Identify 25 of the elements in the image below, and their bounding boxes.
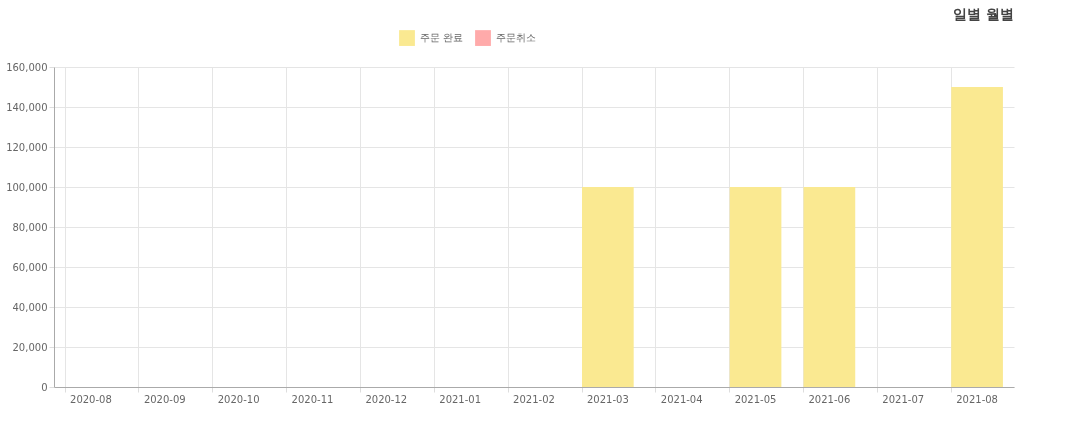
y-tick-label: 40,000 [12, 301, 48, 313]
y-tick-label: 80,000 [12, 221, 48, 233]
x-tick-label: 2021-07 [882, 393, 925, 405]
x-tick-label: 2021-02 [513, 393, 555, 405]
x-tick-label: 2021-04 [660, 393, 703, 405]
x-tick-label: 2021-03 [586, 393, 629, 405]
text: 일별 월별 [953, 6, 1014, 22]
x-tick-label: 2021-01 [439, 393, 482, 405]
legend-label: 주문취소 [496, 32, 536, 44]
x-tick-label: 2021-05 [734, 393, 777, 405]
x-tick-label: 2020-11 [291, 393, 334, 405]
x-tick-label: 2021-06 [808, 393, 851, 405]
legend-label: 주문 완료 [420, 32, 464, 44]
y-tick-label: 140,000 [6, 101, 48, 113]
y-tick-label: 60,000 [12, 261, 48, 273]
x-tick-label: 2020-09 [143, 393, 186, 405]
y-tick-label: 0 [41, 381, 48, 393]
y-tick-label: 160,000 [6, 61, 48, 73]
x-tick-label: 2021-08 [956, 393, 998, 405]
x-tick-label: 2020-08 [70, 393, 112, 405]
y-tick-label: 120,000 [6, 141, 48, 153]
y-tick-label: 100,000 [6, 181, 48, 193]
x-tick-label: 2020-12 [365, 393, 408, 405]
x-tick-label: 2020-10 [217, 393, 260, 405]
y-tick-label: 20,000 [12, 341, 48, 353]
